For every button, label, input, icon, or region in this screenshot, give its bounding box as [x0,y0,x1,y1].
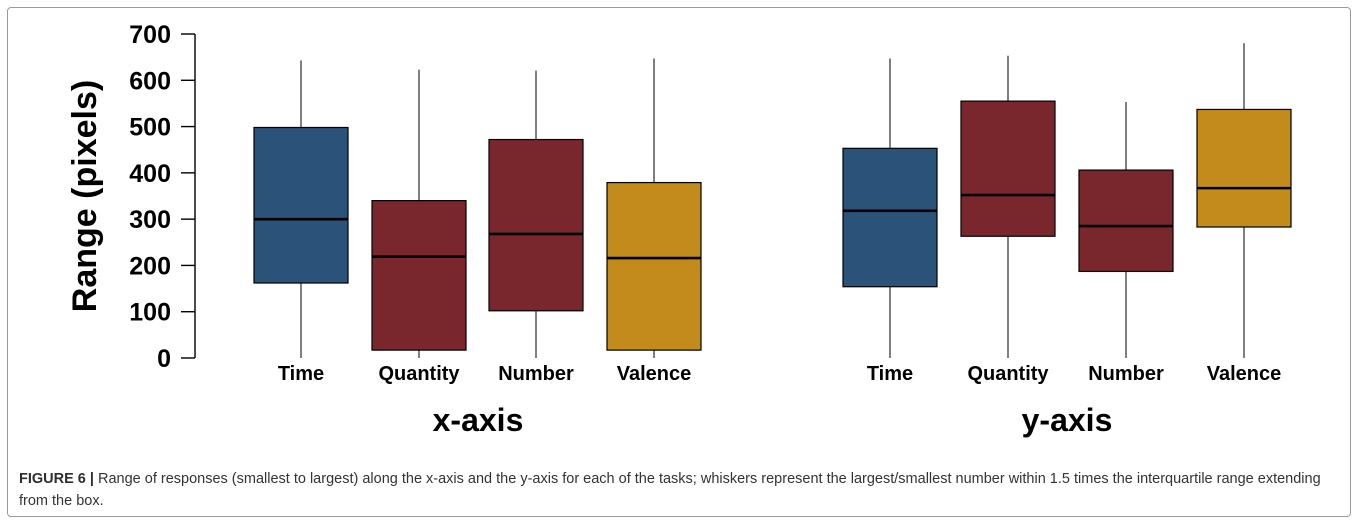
category-label: Quantity [378,363,460,385]
y-tick-label: 500 [129,114,171,142]
box-number [1078,102,1174,358]
box-panels: Time Quantity Number Valence x-axis Time Quant… [253,43,1292,438]
category-label: Valence [617,363,692,385]
panel-x-axis: Time Quantity Number Valence x-axis [253,58,702,438]
panel-y-axis: Time Quantity Number Valence y-axis [842,43,1292,438]
category-label: Number [498,363,574,385]
box-time [253,60,349,358]
box-quantity [371,69,467,358]
caption-label: FIGURE 6 | [19,471,94,487]
category-label: Quantity [967,363,1049,385]
y-axis: 0 100 200 300 400 500 600 700 Range (pixels) [66,21,196,373]
y-tick-label: 700 [129,21,171,49]
category-label: Time [278,363,324,385]
category-label: Valence [1207,363,1282,385]
box-quantity [960,55,1056,358]
iqr-box [1078,169,1174,273]
panel-title: y-axis [1022,402,1113,438]
y-tick-label: 100 [129,299,171,327]
y-tick-label: 600 [129,67,171,95]
box-plot-chart: 0 100 200 300 400 500 600 700 Range (pixels) Tim… [66,21,1292,438]
iqr-box [488,138,584,312]
iqr-box [253,126,349,284]
iqr-box [371,200,467,351]
iqr-box [960,100,1056,237]
iqr-box [842,147,938,288]
box-number [488,70,584,358]
category-label: Number [1088,363,1164,385]
y-tick-label: 300 [129,206,171,234]
caption-text: Range of responses (smallest to largest)… [19,471,1321,509]
iqr-box [1196,108,1292,228]
figure-caption: FIGURE 6 | Range of responses (smallest … [19,468,1344,512]
panel-title: x-axis [433,402,524,438]
box-valence [606,58,702,358]
box-time [842,58,938,358]
y-axis-title: Range (pixels) [66,80,104,312]
figure-frame [7,7,1351,517]
category-label: Time [867,363,913,385]
y-tick-label: 400 [129,160,171,188]
y-tick-label: 200 [129,252,171,280]
iqr-box [606,181,702,351]
y-tick-label: 0 [157,345,171,373]
box-valence [1196,43,1292,358]
